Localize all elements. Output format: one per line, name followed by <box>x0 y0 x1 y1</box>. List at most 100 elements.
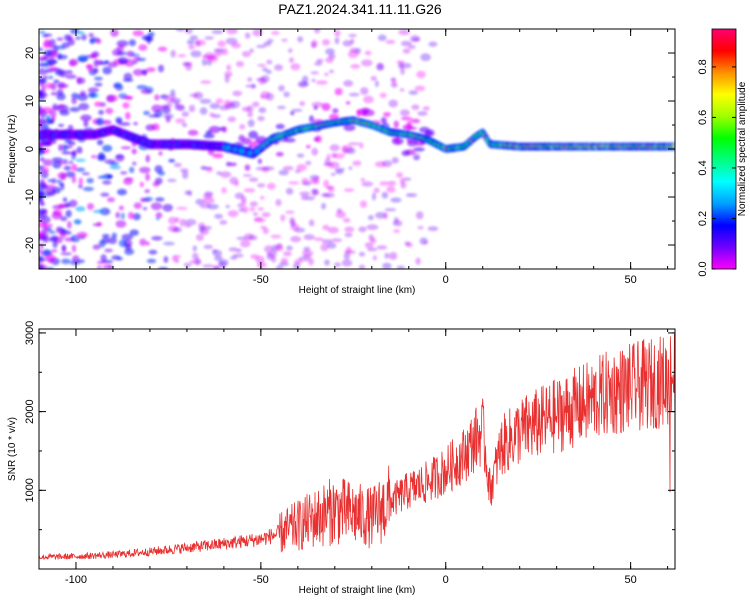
spectrogram-noise-cell <box>286 245 293 251</box>
spectrogram-noise-cell <box>39 183 46 189</box>
spectrogram-noise-cell <box>334 30 341 37</box>
spectrogram-noise-cell <box>77 93 88 101</box>
spectrogram-noise-cell <box>388 99 399 108</box>
spectrogram-noise-cell <box>39 248 43 254</box>
spectrogram-noise-cell <box>280 257 288 264</box>
spectrogram-noise-cell <box>179 218 187 227</box>
spectrogram-noise-cell <box>188 104 196 113</box>
spectrogram-noise-cell <box>343 124 356 132</box>
spectrogram-noise-cell <box>311 78 316 83</box>
spectrogram-noise-cell <box>373 187 380 194</box>
spectrogram-noise-cell <box>121 233 134 241</box>
spectrogram-noise-cell <box>414 156 420 160</box>
spectrogram-noise-cell <box>238 207 245 212</box>
spectrogram-noise-cell <box>244 32 251 39</box>
spectrogram-noise-cell <box>411 104 420 110</box>
spectrogram-noise-cell <box>41 167 50 173</box>
spectrogram-noise-cell <box>211 114 221 119</box>
spectrogram-noise-cell <box>44 254 56 263</box>
spectrogram-noise-cell <box>99 175 107 179</box>
spectrogram-noise-cell <box>157 46 168 52</box>
spectrogram-noise-cell <box>58 144 63 152</box>
snr-axes: -100 -50 0 50 1000 2000 3000 <box>24 321 675 586</box>
spectrogram-noise-cell <box>202 264 214 268</box>
spectrogram-noise-cell <box>44 188 57 195</box>
spectrogram-noise-cell <box>374 161 387 168</box>
spectrogram-noise-cell <box>275 123 285 130</box>
spectrogram-noise-cell <box>408 44 416 50</box>
spectrogram-noise-cell <box>406 120 412 129</box>
spectrogram-noise-cell <box>301 195 308 201</box>
spectrogram-noise-cell <box>139 166 151 174</box>
spectrogram-noise-cell <box>397 62 404 69</box>
spectrogram-noise-cell <box>71 92 79 99</box>
spectrogram-noise-cell <box>51 249 58 253</box>
spectrogram-noise-cell <box>151 104 163 113</box>
spectrogram-noise-cell <box>144 189 150 194</box>
spectrogram-noise-cell <box>82 186 95 192</box>
spectrogram-noise-cell <box>57 81 66 89</box>
spectrogram-noise-cell <box>386 185 396 193</box>
spectrogram-noise-cell <box>46 115 51 121</box>
spectrogram-xlabel: Height of straight line (km) <box>299 285 416 296</box>
spectrogram-noise-cell <box>39 202 46 206</box>
spectrogram-noise-cell <box>422 106 430 111</box>
spectrogram-noise-cell <box>204 36 214 40</box>
spectrogram-noise-cell <box>120 171 128 175</box>
spectrogram-noise-cell <box>380 117 387 124</box>
spectrogram-noise-cell <box>412 37 421 42</box>
spectrogram-noise-cell <box>316 80 328 85</box>
spectrogram-noise-cell <box>374 80 379 88</box>
spectrogram-noise-cell <box>68 60 77 67</box>
spectrogram-noise-cell <box>309 115 314 123</box>
spectrogram-noise-cell <box>104 60 110 64</box>
spectrogram-noise-cell <box>299 101 306 107</box>
spectrogram-noise-cell <box>393 217 399 224</box>
spectrogram-noise-cell <box>58 69 68 78</box>
spectrogram-noise-cell <box>400 67 405 75</box>
spectrogram-noise-cell <box>125 50 135 57</box>
spectrogram-noise-cell <box>274 64 283 71</box>
spectrogram-noise-cell <box>80 33 87 41</box>
spectrogram-noise-cell <box>43 49 52 58</box>
spectrogram-noise-cell <box>227 116 237 123</box>
spectrogram-noise-cell <box>176 104 186 111</box>
spectrogram-noise-cell <box>400 40 412 47</box>
snr-ytick-label: 2000 <box>24 399 36 423</box>
spectrogram-noise-cell <box>170 97 181 104</box>
spectrogram-noise-cell <box>57 45 66 50</box>
spectrogram-noise-cell <box>75 167 86 172</box>
spectrogram-noise-cell <box>92 244 101 250</box>
spectrogram-noise-cell <box>194 39 206 46</box>
spectrogram-noise-cell <box>248 130 259 139</box>
spectrogram-noise-cell <box>77 56 88 63</box>
spectrogram-noise-cell <box>322 192 335 198</box>
spectrogram-noise-cell <box>173 162 182 168</box>
spectrogram-noise-cell <box>181 111 190 117</box>
spectrogram-noise-cell <box>43 249 51 256</box>
spectrogram-noise-cell <box>335 167 345 172</box>
spectrogram-noise-cell <box>208 125 221 134</box>
spectrogram-noise-cell <box>39 191 45 197</box>
spectrogram-noise-cell <box>71 175 77 184</box>
spectrogram-noise-cell <box>76 77 86 84</box>
spectrogram-noise-cell <box>291 108 303 112</box>
spectrogram-noise-cell <box>111 232 118 239</box>
spectrogram-noise-cell <box>343 80 354 87</box>
spectrogram-noise-cell <box>54 209 62 217</box>
spectrogram-noise-cell <box>396 265 405 269</box>
spectrogram-noise-cell <box>257 158 262 164</box>
spectrogram-noise-cell <box>49 38 56 47</box>
spectrogram-noise-cell <box>229 176 239 185</box>
spectrogram-noise-cell <box>128 39 136 47</box>
spectrogram-noise-cell <box>56 37 64 41</box>
spectrogram-noise-cell <box>61 258 71 265</box>
snr-xtick-label: 0 <box>443 574 449 586</box>
spectrogram-noise-cell <box>52 204 63 210</box>
spectrogram-noise-cell <box>43 226 49 230</box>
spectrogram-noise-cell <box>96 139 104 146</box>
spectrogram-noise-cell <box>122 102 130 109</box>
spectrogram-noise-cell <box>71 97 77 105</box>
colorbar-tick-label: 0.8 <box>697 59 709 74</box>
spectrogram-noise-cell <box>62 159 68 163</box>
